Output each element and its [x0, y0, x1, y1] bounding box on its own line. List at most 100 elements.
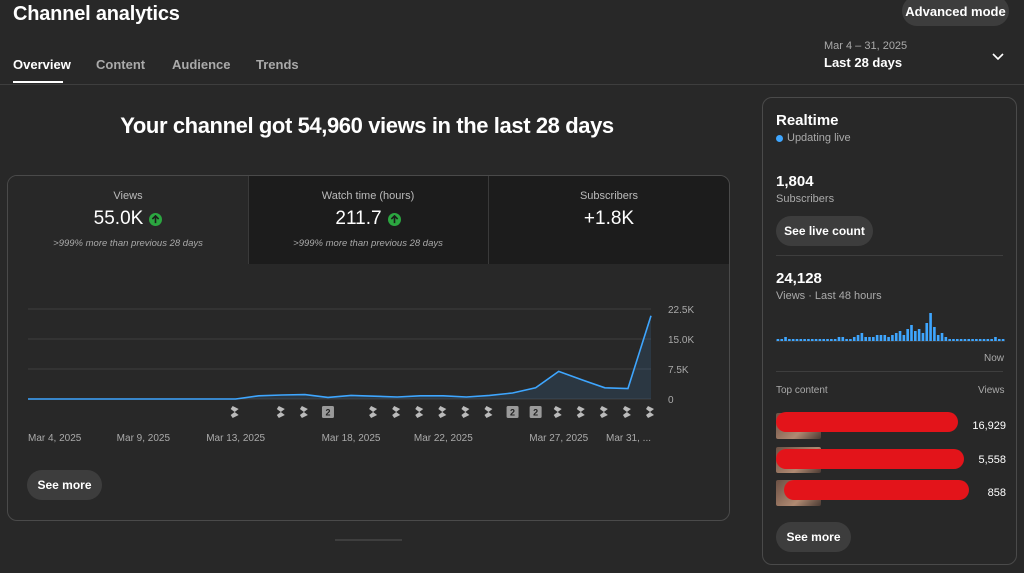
data-point — [395, 395, 399, 399]
histogram-bar — [879, 335, 883, 341]
histogram-bar — [997, 339, 1001, 341]
y-tick-label: 15.0K — [668, 335, 694, 346]
histogram-bar — [822, 339, 826, 341]
histogram-bar — [906, 329, 909, 341]
carousel-indicator — [335, 539, 402, 541]
data-point — [580, 378, 584, 382]
upload-count-badge — [506, 406, 519, 418]
realtime-subscribers-value: 1,804 — [776, 173, 814, 190]
headline: Your channel got 54,960 views in the las… — [120, 113, 614, 138]
data-point — [372, 394, 376, 398]
advanced-mode-button[interactable]: Advanced mode — [902, 0, 1009, 26]
histogram-bar — [963, 339, 967, 341]
data-point — [49, 397, 53, 401]
redaction-mark — [776, 412, 958, 432]
see-live-count-button[interactable]: See live count — [776, 216, 873, 246]
tab-content[interactable]: Content — [96, 57, 146, 72]
x-tick-label: Mar 31, ... — [606, 433, 651, 444]
date-range-text: Mar 4 – 31, 2025 — [824, 40, 908, 52]
realtime-card: Realtime Updating live 1,804 Subscribers… — [762, 97, 1017, 565]
x-tick-label: Mar 27, 2025 — [529, 433, 588, 444]
data-point — [626, 387, 630, 391]
histogram-bar — [872, 337, 875, 341]
realtime-subscribers-label: Subscribers — [776, 193, 835, 205]
upload-count-text: 2 — [325, 408, 330, 418]
histogram-bar — [845, 339, 848, 341]
histogram-bar — [986, 339, 990, 341]
histogram-bar — [936, 335, 940, 341]
overview-card: Views 55.0K >999% more than previous 28 … — [7, 175, 730, 521]
histogram-bar — [875, 335, 879, 341]
header-divider — [0, 84, 1024, 85]
histogram-bar — [776, 339, 780, 341]
metric-watch-time[interactable]: Watch time (hours) 211.7 >999% more than… — [248, 176, 488, 264]
histogram-bar — [852, 337, 856, 341]
views-chart[interactable]: 22.5K 15.0K 7.5K 0 2 2 2 Mar 4, 2025 Mar 9, 2025… — [8, 264, 729, 444]
see-more-button[interactable]: See more — [27, 470, 102, 500]
live-status: Updating live — [776, 132, 851, 144]
metric-label: Views — [113, 190, 143, 202]
histogram-bar — [803, 339, 806, 341]
shorts-icon — [369, 406, 378, 418]
histogram-bar — [795, 339, 799, 341]
histogram-bar — [868, 337, 871, 341]
x-tick-label: Mar 18, 2025 — [322, 433, 381, 444]
histogram-bar — [921, 333, 925, 341]
histogram-bar — [914, 331, 917, 341]
x-tick-label: Mar 4, 2025 — [28, 433, 82, 444]
realtime-views-histogram[interactable] — [776, 308, 1005, 348]
histogram-bar — [948, 339, 951, 341]
metric-views[interactable]: Views 55.0K >999% more than previous 28 … — [8, 176, 248, 264]
data-point — [164, 397, 168, 401]
tab-trends[interactable]: Trends — [256, 57, 299, 72]
top-content-item[interactable]: 858 — [776, 480, 1006, 508]
data-point — [234, 397, 238, 401]
x-tick-label: Mar 13, 2025 — [206, 433, 265, 444]
top-content-views: 5,558 — [978, 454, 1006, 466]
metric-subscribers[interactable]: Subscribers +1.8K — [489, 176, 729, 264]
top-content-item[interactable]: 16,929 — [776, 412, 1006, 441]
histogram-bar — [990, 339, 993, 341]
shorts-icon — [392, 406, 401, 418]
realtime-views-label: Views · Last 48 hours — [776, 290, 882, 302]
histogram-bar — [833, 339, 837, 341]
tab-audience[interactable]: Audience — [172, 57, 231, 72]
chevron-down-icon[interactable] — [990, 48, 1006, 64]
data-point — [257, 394, 261, 398]
histogram-bar — [807, 339, 810, 341]
y-tick-label: 7.5K — [668, 365, 689, 376]
top-content-item[interactable]: 5,558 — [776, 447, 1006, 475]
upload-count-badge — [529, 406, 542, 418]
data-point — [141, 397, 145, 401]
shorts-icon — [415, 406, 424, 418]
histogram-bar — [982, 339, 986, 341]
data-point — [326, 395, 330, 399]
histogram-bar — [925, 323, 929, 341]
histogram-bar — [814, 339, 818, 341]
realtime-see-more-button[interactable]: See more — [776, 522, 851, 552]
views-area — [28, 315, 651, 399]
top-content-views: 16,929 — [972, 420, 1006, 432]
realtime-views-value: 24,128 — [776, 270, 822, 287]
histogram-bar — [826, 339, 829, 341]
data-point — [418, 394, 422, 398]
realtime-title: Realtime — [776, 112, 839, 129]
metric-comparison: >999% more than previous 28 days — [293, 238, 443, 249]
histogram-bar — [902, 335, 906, 341]
divider — [776, 255, 1003, 256]
data-point — [487, 393, 491, 397]
metric-value: 55.0K — [93, 208, 144, 229]
up-arrow-icon — [387, 212, 401, 226]
histogram-bar — [955, 339, 959, 341]
histogram-bar — [864, 337, 867, 341]
shorts-icon — [553, 406, 562, 418]
histogram-bar — [944, 337, 948, 341]
live-dot-icon — [776, 134, 783, 142]
upload-count-text: 2 — [533, 408, 538, 418]
data-point — [557, 369, 561, 373]
views-series-line — [28, 315, 652, 400]
data-point — [649, 314, 653, 318]
shorts-icon — [438, 406, 447, 418]
tab-overview[interactable]: Overview — [13, 57, 71, 72]
histogram-bar — [967, 339, 971, 341]
